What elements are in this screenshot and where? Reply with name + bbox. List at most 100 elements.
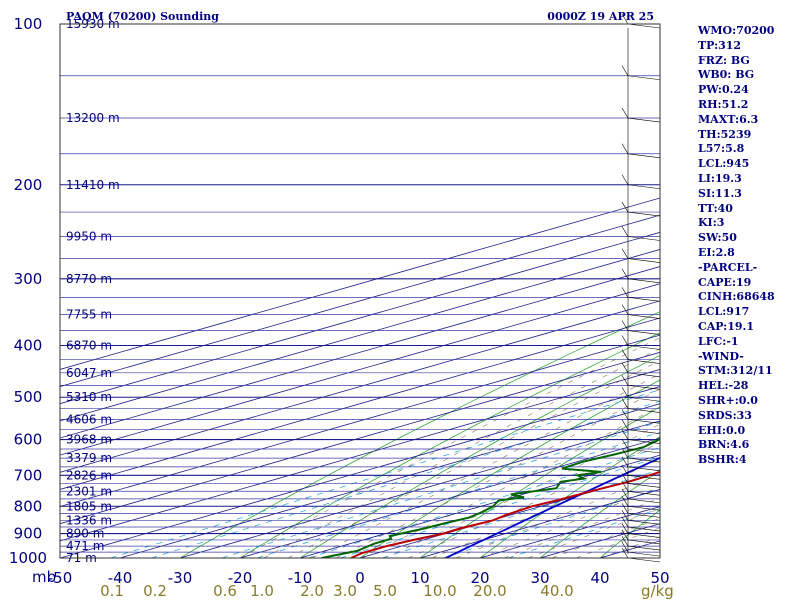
isotherm-line	[60, 351, 660, 525]
pressure-tick-label: 100	[14, 15, 43, 33]
wind-barb	[627, 526, 661, 532]
wind-barb-flag	[621, 375, 629, 386]
wind-barb	[627, 372, 661, 378]
sounding-index-item: FRZ: BG	[698, 53, 750, 67]
isotherm-line	[60, 249, 660, 422]
wind-barb-flag	[621, 496, 629, 507]
wind-barb-flag	[621, 419, 629, 430]
mixing-ratio-unit-label: g/kg	[641, 582, 674, 600]
wind-barb	[627, 505, 661, 511]
temperature-tick-label: -30	[168, 569, 193, 587]
wind-barb-flag	[621, 503, 629, 514]
wind-barb	[627, 297, 661, 302]
height-label: 8770 m	[66, 272, 112, 286]
height-label: 6870 m	[66, 339, 112, 353]
temperature-profile-line	[350, 470, 660, 558]
wind-barb-flag	[621, 320, 629, 331]
isotherm-line	[60, 197, 660, 370]
mixing-ratio-tick-label: 5.0	[373, 582, 397, 600]
sounding-index-item: KI:3	[698, 216, 725, 230]
wind-barb-flag	[621, 473, 629, 484]
wind-barb-flag	[621, 143, 629, 154]
wind-barb-flag	[621, 174, 629, 185]
wind-barb-flag	[621, 456, 629, 468]
moist-adiabat-line	[455, 473, 660, 558]
station-title: PAQM (70200) Sounding	[66, 10, 219, 23]
sounding-index-item: SRDS:33	[698, 408, 752, 422]
mixing-ratio-tick-label: 20.0	[473, 582, 506, 600]
wind-barb-flag	[621, 387, 629, 398]
sounding-index-item: EI:2.8	[698, 245, 735, 259]
sounding-index-item: CAP:19.1	[698, 319, 755, 333]
temperature-tick-label: 20	[470, 569, 489, 587]
sounding-index-item: MAXT:6.3	[698, 112, 759, 126]
isotherm-line	[60, 231, 660, 405]
mixing-ratio-tick-label: 10.0	[423, 582, 456, 600]
sounding-index-item: LCL:917	[698, 305, 750, 319]
wind-barb-flag	[621, 529, 629, 541]
mixing-ratio-line	[442, 487, 660, 558]
isotherm-line	[60, 386, 660, 558]
height-label: 2826 m	[66, 468, 112, 482]
sounding-index-item: EHI:0.0	[698, 423, 746, 437]
pressure-tick-label: 900	[14, 525, 43, 543]
mixing-ratio-tick-label: 0.6	[213, 582, 237, 600]
sounding-index-item: WB0: BG	[698, 68, 755, 82]
temperature-tick-label: -10	[288, 569, 313, 587]
sounding-index-item: CINH:68648	[698, 290, 775, 304]
height-label: 1805 m	[66, 499, 112, 513]
wind-barb	[627, 184, 661, 190]
wind-barb	[627, 520, 661, 525]
isotherm-line	[60, 334, 660, 507]
sounding-index-item: LFC:-1	[698, 334, 739, 348]
wind-barb-flag	[621, 398, 629, 409]
wind-barb	[627, 474, 661, 480]
dewpoint-profile-line	[321, 438, 660, 558]
height-label: 890 m	[66, 527, 104, 541]
wind-barb	[627, 498, 661, 504]
wind-barb	[627, 153, 661, 159]
wind-barb	[627, 490, 661, 496]
sounding-index-item: STM:312/11	[698, 364, 773, 378]
sounding-index-item: SI:11.3	[698, 186, 742, 200]
standard-atmosphere-line	[445, 456, 660, 558]
wind-barb-flag	[621, 362, 629, 373]
wind-barb-flag	[621, 304, 629, 315]
wind-barb-flag	[621, 13, 629, 25]
wind-barb	[627, 117, 661, 123]
sounding-index-item: -WIND-	[698, 349, 744, 363]
isotherm-line	[60, 369, 660, 542]
moist-adiabat-line	[431, 458, 660, 558]
pressure-tick-label: 1000	[9, 549, 47, 567]
sounding-index-item: WMO:70200	[698, 24, 775, 37]
wind-barb	[627, 457, 661, 463]
sounding-indices-panel: WMO:70200 TP:312 FRZ: BG WB0: BG PW:0.24 RH:5…	[698, 24, 798, 468]
wind-barb	[627, 483, 661, 488]
sounding-index-item: BSHR:4	[698, 453, 747, 467]
wind-barb	[627, 385, 661, 390]
temperature-tick-label: 10	[410, 569, 429, 587]
sounding-index-item: RH:51.2	[698, 97, 749, 111]
wind-barb-flag	[621, 488, 629, 500]
wind-barb-flag	[621, 438, 629, 450]
wind-barb	[627, 429, 661, 434]
height-label: 13200 m	[66, 111, 120, 125]
wind-barb	[627, 345, 661, 350]
temperature-tick-label: 50	[650, 569, 669, 587]
pressure-tick-label: 500	[14, 388, 43, 406]
mixing-ratio-tick-label: 2.0	[300, 582, 324, 600]
height-label: 3379 m	[66, 451, 112, 465]
wind-barb	[627, 359, 661, 364]
wind-barb	[627, 75, 661, 81]
wind-barb	[627, 408, 661, 413]
wind-barb-flag	[621, 523, 629, 534]
wind-barb-flag	[621, 268, 629, 279]
mixing-ratio-tick-label: 0.2	[143, 582, 167, 600]
isotherm-line	[60, 266, 660, 439]
wind-barb-flag	[621, 481, 629, 492]
wind-barbs	[621, 13, 661, 563]
height-label: 471 m	[66, 539, 104, 553]
temperature-tick-label: 30	[530, 569, 549, 587]
isotherm-line	[179, 420, 660, 558]
